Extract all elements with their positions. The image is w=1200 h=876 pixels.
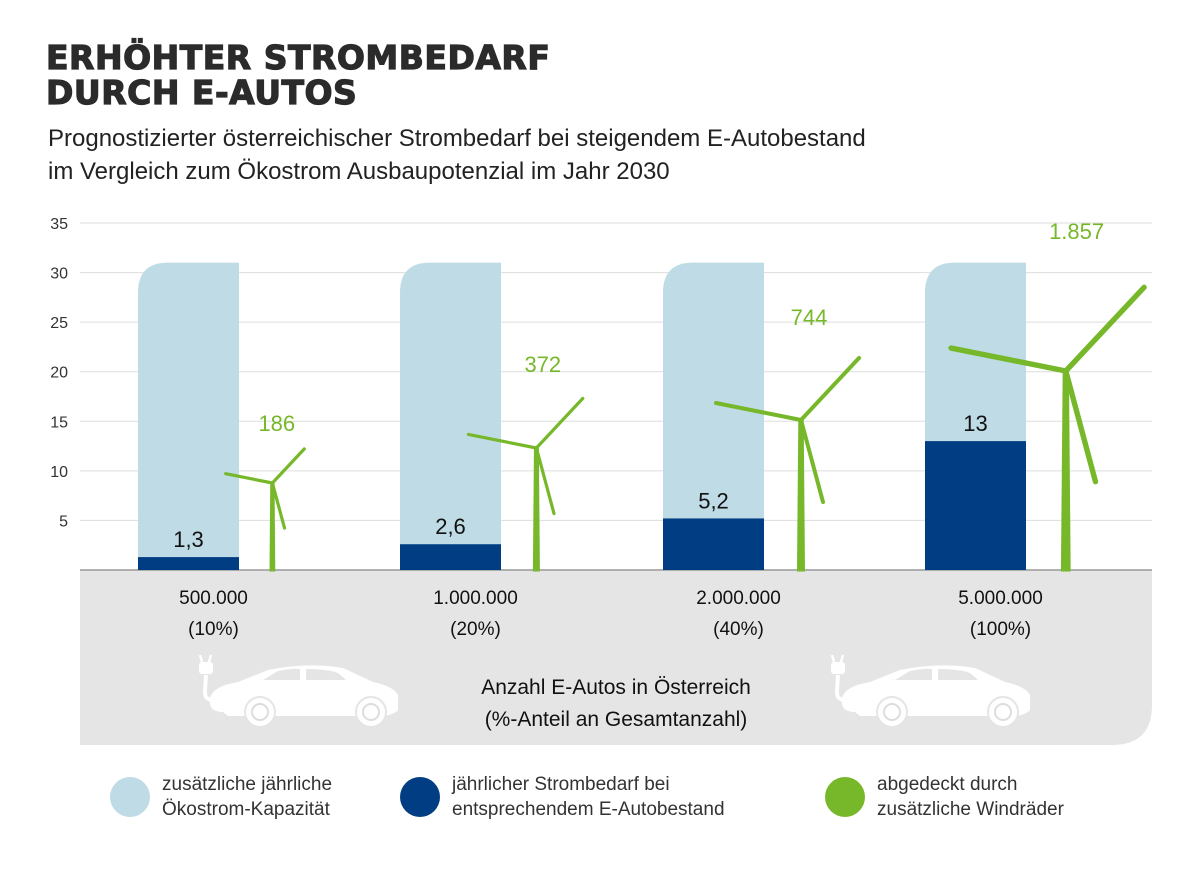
car-wheel xyxy=(355,696,387,728)
bar-demand-label: 2,6 xyxy=(435,514,466,539)
legend-label: abgedeckt durch xyxy=(877,774,1018,795)
wind-turbine-icon xyxy=(796,418,806,572)
plug-icon xyxy=(199,662,213,674)
bar-capacity xyxy=(400,262,501,570)
car-wheel xyxy=(876,696,908,728)
title-line: ERHÖHTER STROMBEDARF xyxy=(45,38,551,77)
legend-label: jährlicher Strombedarf bei xyxy=(452,774,670,795)
x-category-share: (10%) xyxy=(188,619,239,640)
legend-item-demand: jährlicher Strombedarf bei entsprechendem… xyxy=(400,772,825,822)
y-tick-label: 20 xyxy=(50,365,68,382)
car-windows xyxy=(895,668,978,680)
bar-demand-label: 5,2 xyxy=(698,488,729,513)
x-axis-label: (%-Anteil an Gesamtanzahl) xyxy=(485,708,748,731)
turbine-blade xyxy=(714,401,803,422)
x-category-label: 5.000.000 xyxy=(958,588,1043,609)
legend-item-wind: abgedeckt durch zusätzliche Windräder xyxy=(825,772,1064,822)
wind-turbine-icon xyxy=(532,446,540,572)
legend: zusätzliche jährliche Ökostrom-Kapazität … xyxy=(110,772,1064,822)
car-hub xyxy=(883,703,901,721)
car-hub xyxy=(994,703,1012,721)
turbine-blade xyxy=(799,418,825,504)
turbine-blade xyxy=(224,472,274,485)
subtitle-line: im Vergleich zum Ökostrom Ausbaupotenzia… xyxy=(48,158,670,185)
car-cable xyxy=(202,674,214,702)
wind-count-label: 1.857 xyxy=(1049,219,1104,244)
legend-item-capacity: zusätzliche jährliche Ökostrom-Kapazität xyxy=(110,772,400,822)
y-tick-label: 10 xyxy=(50,464,68,481)
turbine-blade xyxy=(1063,284,1147,374)
car-wheel xyxy=(244,696,276,728)
turbine-blade xyxy=(1063,368,1099,485)
bar-demand xyxy=(663,518,764,570)
x-category-label: 1.000.000 xyxy=(433,588,518,609)
y-tick-label: 35 xyxy=(50,216,68,233)
y-tick-label: 30 xyxy=(50,266,68,283)
car-cable xyxy=(834,674,846,702)
turbine-blade xyxy=(466,432,539,450)
x-category-share: (40%) xyxy=(713,619,764,640)
y-tick-label: 25 xyxy=(50,315,68,332)
wind-turbine-icon xyxy=(269,481,276,572)
bar-capacity xyxy=(138,262,239,570)
bar-demand-label: 1,3 xyxy=(173,527,204,552)
x-category-share: (100%) xyxy=(970,619,1031,640)
plug-icon xyxy=(831,662,845,674)
legend-swatch xyxy=(825,777,865,817)
legend-swatch xyxy=(110,777,150,817)
legend-label: zusätzliche Windräder xyxy=(877,799,1064,820)
car-hub xyxy=(251,703,269,721)
wind-count-label: 744 xyxy=(791,305,828,330)
plug-pin xyxy=(830,654,836,663)
turbine-blade xyxy=(270,447,306,485)
bar-capacity xyxy=(663,262,764,570)
chart-title: ERHÖHTER STROMBEDARF DURCH E-AUTOS xyxy=(45,38,551,112)
bar-demand-label: 13 xyxy=(963,411,987,436)
legend-swatch xyxy=(400,777,440,817)
x-axis-label: Anzahl E-Autos in Österreich xyxy=(481,676,751,699)
x-category-share: (20%) xyxy=(450,619,501,640)
legend-label: zusätzliche jährliche xyxy=(162,774,333,795)
plug-pin xyxy=(207,654,213,663)
bar-demand xyxy=(925,441,1026,570)
y-tick-label: 15 xyxy=(50,414,68,431)
car-hub xyxy=(362,703,380,721)
car-wheel xyxy=(987,696,1019,728)
turbine-blade xyxy=(270,481,287,530)
turbine-blade xyxy=(534,446,556,516)
wind-count-label: 372 xyxy=(524,352,561,377)
turbine-blade xyxy=(534,396,585,450)
turbine-blade xyxy=(948,345,1069,374)
legend-label: entsprechendem E-Autobestand xyxy=(452,799,725,820)
x-category-label: 2.000.000 xyxy=(696,588,781,609)
legend-label: Ökostrom-Kapazität xyxy=(162,799,330,820)
title-line: DURCH E-AUTOS xyxy=(45,73,358,112)
x-category-label: 500.000 xyxy=(179,588,248,609)
car-windows xyxy=(263,668,346,680)
plug-pin xyxy=(198,654,204,663)
bar-demand xyxy=(400,544,501,570)
plug-pin xyxy=(839,654,845,663)
y-tick-label: 5 xyxy=(59,513,68,530)
wind-turbine-icon xyxy=(1060,369,1071,572)
turbine-blade xyxy=(799,356,861,422)
subtitle-line: Prognostizierter österreichischer Stromb… xyxy=(48,125,866,152)
bar-demand xyxy=(138,557,239,570)
wind-count-label: 186 xyxy=(258,411,295,436)
chart-subtitle: Prognostizierter österreichischer Stromb… xyxy=(48,122,866,188)
